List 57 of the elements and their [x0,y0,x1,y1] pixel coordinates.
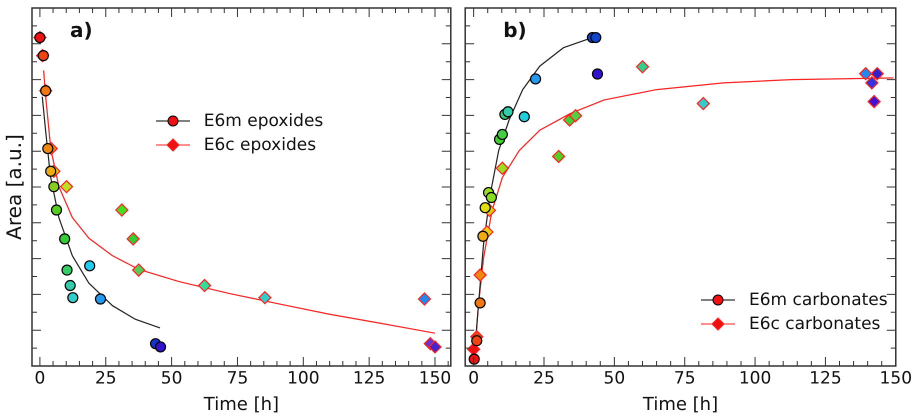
x-tick-label: 25 [533,368,555,389]
x-tick-label: 100 [287,368,320,389]
x-tick-label: 125 [352,368,386,389]
point [154,341,166,353]
annotation: b) [503,18,527,42]
x-tick-label: 150 [418,368,452,389]
point [198,278,212,292]
point [859,67,872,80]
x-axis-title: Time [h] [202,394,280,415]
point [48,181,60,192]
point [486,192,497,204]
point [474,268,487,282]
point [636,60,650,74]
point [94,293,106,305]
legend-label: E6c carbonates [748,313,880,336]
annotation: a) [70,18,93,42]
point [50,204,62,216]
point [45,166,56,177]
point [474,297,486,309]
point [132,263,146,277]
point [518,111,530,122]
point [428,340,442,354]
point [590,32,602,44]
point [552,150,566,164]
point [84,260,96,272]
point [480,202,491,214]
legend-label: E6m epoxides [204,110,324,134]
x-tick-label: 150 [880,368,912,389]
point [115,203,128,217]
x-axis-title: Time [h] [642,394,718,415]
x-tick-label: 0 [34,368,46,389]
y-axis-title: Area [a.u.] [2,134,26,240]
x-tick-label: 75 [674,368,696,389]
point [592,68,604,80]
x-tick-label: 75 [226,368,248,389]
legend-label: E6m carbonates [748,289,888,312]
point [64,280,76,292]
point [530,73,542,85]
point [870,67,884,80]
point [496,162,509,175]
point [696,96,710,110]
point [477,230,489,242]
x-tick-label: 50 [604,368,626,389]
x-tick-label: 50 [160,368,182,389]
legend-label: E6c epoxides [204,134,316,158]
x-tick-label: 100 [738,368,772,389]
point [865,76,878,90]
point [568,109,582,122]
point [418,292,432,306]
point [496,128,508,140]
point [502,106,514,118]
x-tick-label: 25 [94,368,117,389]
point [868,95,881,108]
point [60,180,74,194]
point [61,264,73,276]
x-tick-label: 0 [468,368,480,389]
x-tick-label: 125 [809,368,842,389]
